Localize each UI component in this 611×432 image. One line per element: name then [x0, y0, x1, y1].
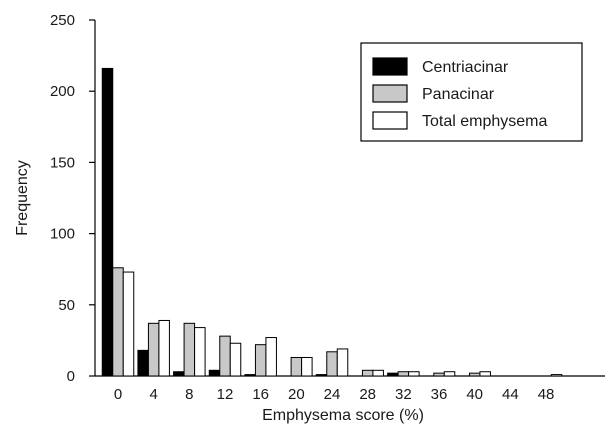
bar-total-emphysema [550, 374, 563, 377]
x-tick-label: 16 [252, 386, 269, 403]
x-tick-label: 36 [431, 386, 448, 403]
legend-swatch-total-emphysema [372, 111, 408, 130]
bar-centriacinar [137, 349, 149, 377]
x-tick-label: 28 [359, 386, 376, 403]
bar-total-emphysema [265, 337, 277, 377]
bar-centriacinar [315, 374, 328, 377]
bar-panacinar [254, 344, 267, 377]
bar-total-emphysema [479, 371, 491, 377]
bar-total-emphysema [229, 342, 242, 377]
bar-panacinar [361, 369, 374, 377]
y-axis-label: Frequency [14, 160, 31, 236]
legend-label-total-emphysema: Total emphysema [422, 113, 547, 130]
x-tick-label: 48 [538, 386, 555, 403]
x-axis-label: Emphysema score (%) [262, 407, 424, 424]
legend-label-panacinar: Panacinar [422, 86, 495, 103]
x-tick-label: 20 [288, 386, 305, 403]
bar-total-emphysema [194, 327, 206, 377]
legend: Centriacinar Panacinar Total emphysema [360, 42, 583, 142]
bar-centriacinar [101, 67, 114, 377]
bar-total-emphysema [336, 348, 349, 377]
x-tick-label: 40 [466, 386, 483, 403]
legend-label-centriacinar: Centriacinar [422, 59, 509, 76]
x-tick-label: 0 [114, 386, 122, 403]
bar-panacinar [290, 356, 303, 377]
y-tick-label: 150 [50, 154, 75, 171]
bar-centriacinar [173, 371, 185, 377]
bar-total-emphysema [122, 271, 135, 377]
bars [101, 67, 563, 377]
bar-panacinar [183, 322, 196, 377]
bar-total-emphysema [301, 356, 313, 377]
legend-swatch-centriacinar [372, 57, 408, 76]
bar-panacinar [397, 371, 410, 377]
bar-total-emphysema [372, 369, 384, 377]
x-tick-label: 8 [185, 386, 193, 403]
x-tick-label: 32 [395, 386, 412, 403]
x-tick-label: 24 [324, 386, 341, 403]
y-tick-label: 250 [50, 12, 75, 29]
y-tick-label: 100 [50, 226, 75, 243]
x-tick-label: 44 [502, 386, 519, 403]
legend-swatch-panacinar [372, 84, 408, 103]
bar-panacinar [219, 335, 231, 377]
y-tick-label: 0 [67, 368, 75, 385]
y-tick-label: 50 [58, 297, 75, 314]
bar-panacinar [112, 267, 124, 377]
bar-panacinar [468, 372, 481, 377]
y-tick-label: 200 [50, 83, 75, 100]
bar-panacinar [433, 372, 445, 377]
bar-panacinar [326, 351, 338, 377]
bar-centriacinar [244, 374, 256, 377]
bar-centriacinar [387, 372, 399, 377]
bar-centriacinar [208, 369, 221, 377]
bar-total-emphysema [158, 319, 170, 377]
bar-total-emphysema [443, 371, 456, 377]
x-tick-label: 4 [149, 386, 157, 403]
x-tick-label: 12 [217, 386, 234, 403]
bar-total-emphysema [408, 371, 420, 377]
bar-panacinar [147, 322, 160, 377]
